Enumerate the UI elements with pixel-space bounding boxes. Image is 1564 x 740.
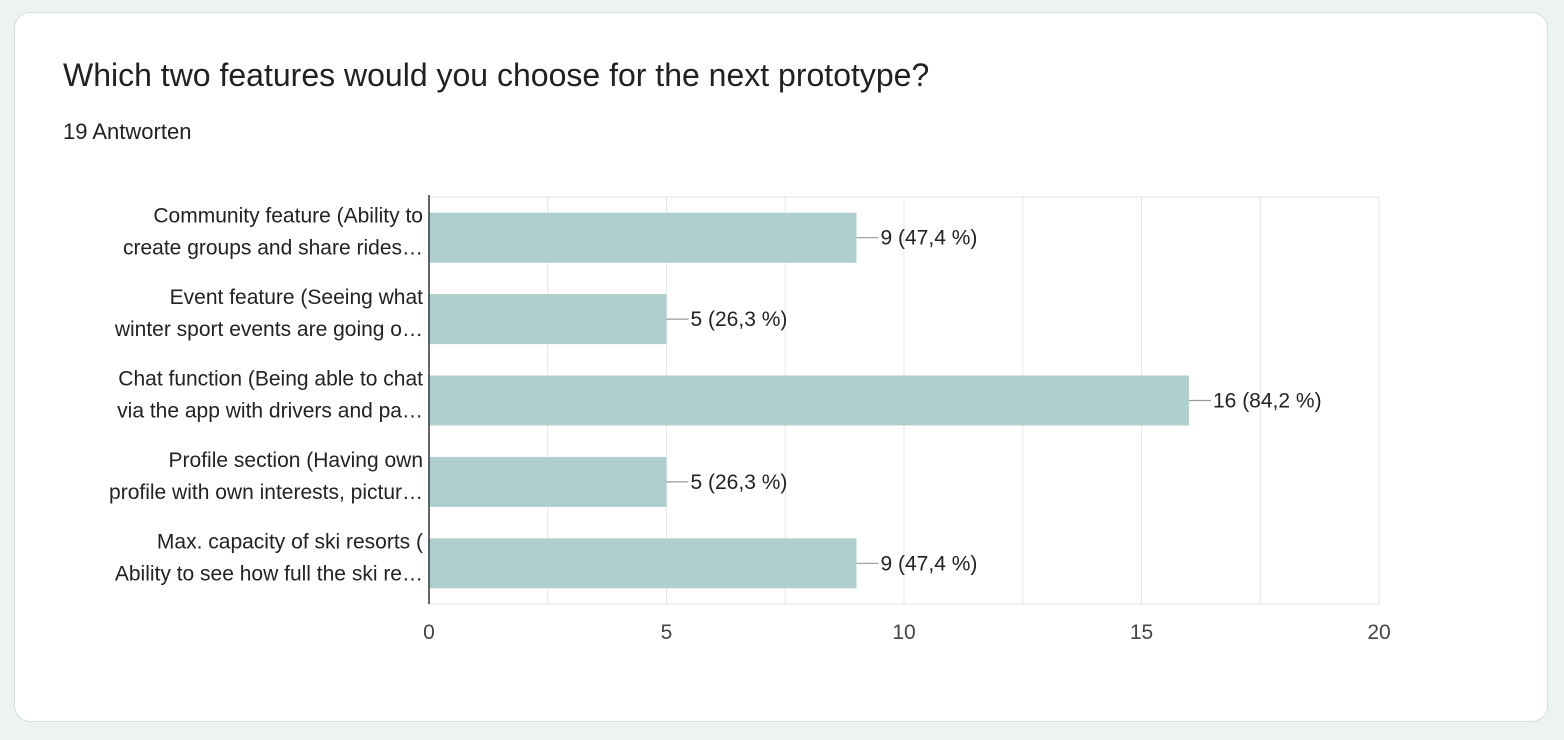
category-label: Chat function (Being able to chat <box>118 368 423 391</box>
category-label: Ability to see how full the ski re… <box>115 562 423 585</box>
data-label: 9 (47,4 %) <box>881 552 978 575</box>
response-count: 19 Antworten <box>63 119 192 144</box>
category-label: Max. capacity of ski resorts ( <box>157 530 423 553</box>
bar <box>429 456 667 507</box>
x-tick-label: 15 <box>1130 621 1153 644</box>
data-label: 16 (84,2 %) <box>1213 390 1322 413</box>
bar <box>429 538 857 589</box>
category-label: Profile section (Having own <box>169 449 423 472</box>
category-label: winter sport events are going o… <box>114 318 423 341</box>
category-label: Event feature (Seeing what <box>170 286 423 309</box>
x-tick-label: 20 <box>1367 621 1390 644</box>
category-label: via the app with drivers and pa… <box>117 400 423 423</box>
x-tick-label: 0 <box>423 621 435 644</box>
category-label: profile with own interests, pictur… <box>109 481 423 504</box>
question-title: Which two features would you choose for … <box>63 57 930 93</box>
data-label: 9 (47,4 %) <box>881 227 978 250</box>
bar <box>429 212 857 263</box>
data-label: 5 (26,3 %) <box>691 308 788 331</box>
category-label: Community feature (Ability to <box>153 205 423 228</box>
data-label: 5 (26,3 %) <box>691 471 788 494</box>
bar <box>429 294 667 345</box>
x-tick-label: 10 <box>892 621 915 644</box>
x-tick-label: 5 <box>661 621 673 644</box>
bar <box>429 375 1189 426</box>
category-label: create groups and share rides… <box>123 237 423 260</box>
